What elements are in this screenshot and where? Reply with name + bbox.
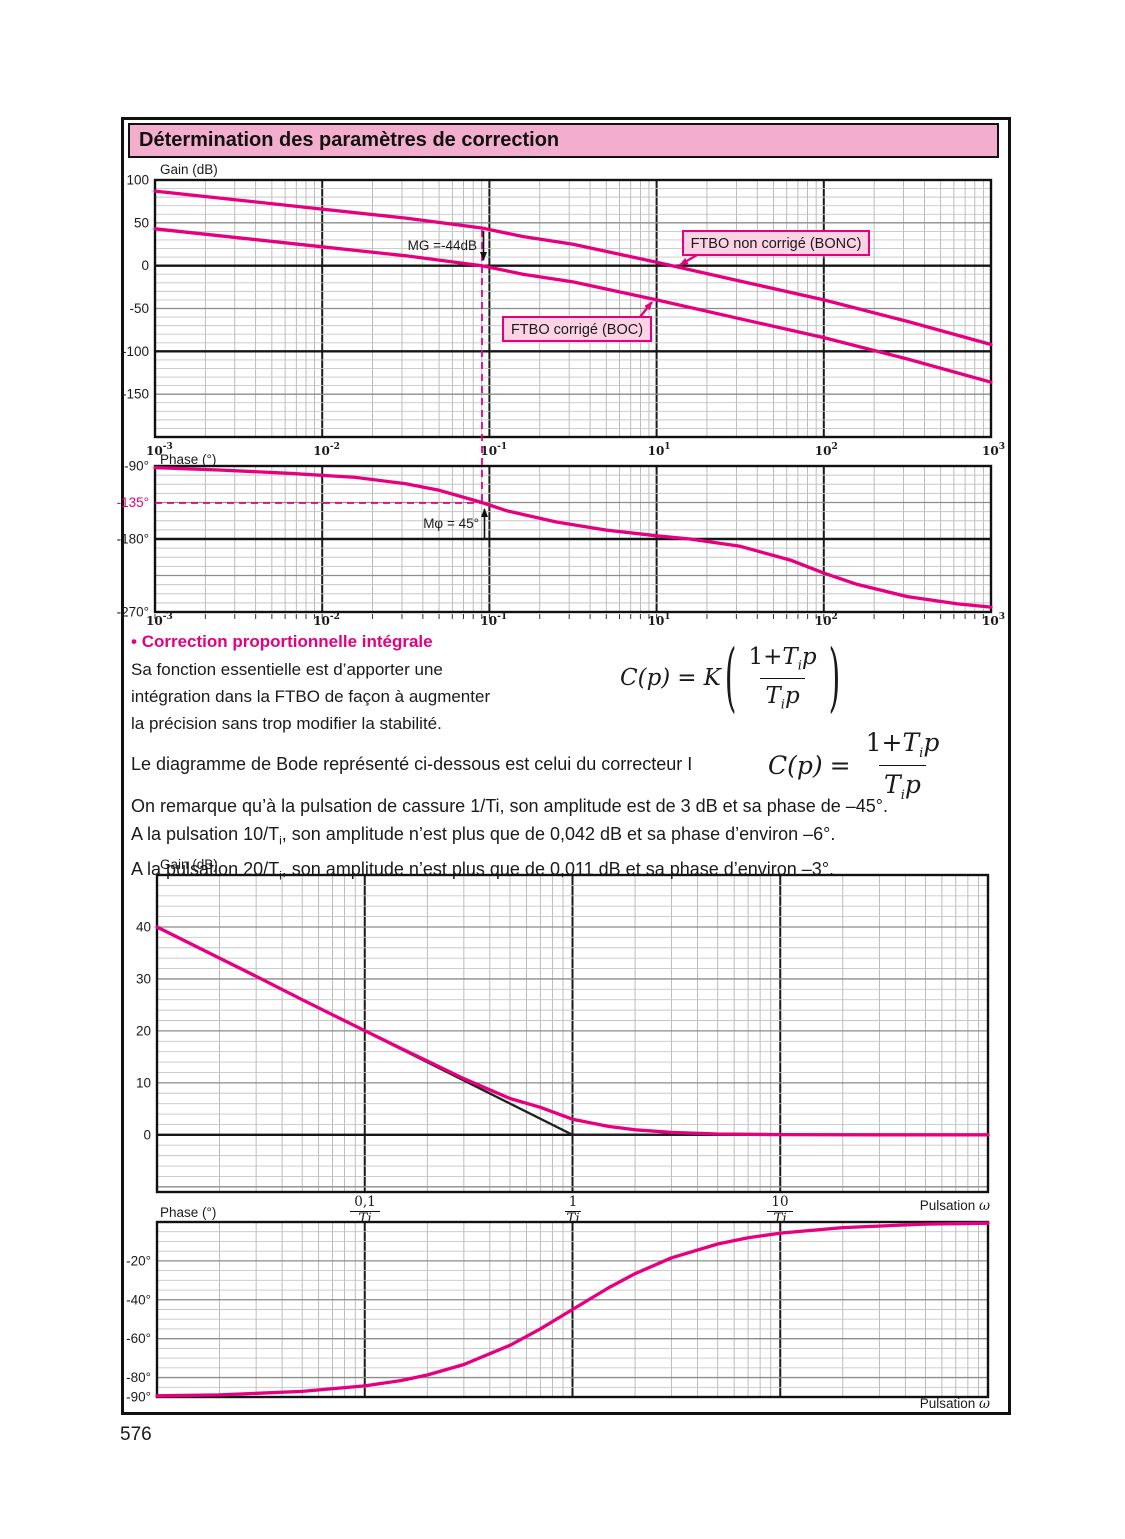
close-paren: ) — [828, 634, 841, 722]
svg-text:-180°: -180° — [117, 532, 149, 547]
curve-phase-correcteur-pi — [155, 1221, 990, 1398]
svg-text:10-1: 10-1 — [480, 442, 507, 458]
svg-text:-50: -50 — [129, 301, 149, 316]
svg-text:100: 100 — [126, 173, 149, 188]
body-line: On remarque qu’à la pulsation de cassure… — [131, 796, 888, 816]
svg-text:-90°: -90° — [124, 459, 149, 474]
svg-text:101: 101 — [648, 612, 671, 628]
boc-label-box — [502, 316, 652, 342]
svg-text:-40°: -40° — [126, 1292, 151, 1307]
curve-ftbo-phase — [153, 465, 993, 609]
svg-text:30: 30 — [136, 971, 151, 986]
svg-text:10-3: 10-3 — [146, 612, 173, 628]
formula-pi-corrector: C(p) = K ( 1+Tip Tip ) — [620, 634, 841, 722]
svg-text:-100: -100 — [122, 344, 149, 359]
omega-symbol: ω — [978, 1198, 990, 1214]
svg-text:-135°: -135° — [117, 495, 149, 510]
svg-text:10: 10 — [136, 1075, 151, 1090]
svg-text:-150: -150 — [122, 387, 149, 402]
xtick-1-over-Ti: 1 Ti — [564, 1194, 582, 1227]
svg-text:0: 0 — [141, 258, 149, 273]
pi-section-heading: • Correction proportionnelle intégrale — [131, 632, 433, 651]
bode-intro-line: Le diagramme de Bode représenté ci-desso… — [131, 754, 693, 774]
svg-text:0: 0 — [143, 1127, 151, 1142]
gain2-axis-title: Gain (dB) — [160, 857, 218, 872]
svg-text:10-3: 10-3 — [146, 442, 173, 458]
fraction: 1+Tip Tip — [748, 644, 817, 713]
svg-text:40: 40 — [136, 919, 151, 934]
curve-ftbo-corrig-boc- — [153, 227, 993, 384]
open-paren: ( — [724, 634, 737, 722]
remarks-paragraph: On remarque qu’à la pulsation de cassure… — [131, 792, 888, 889]
curve-gain-correcteur-pi — [155, 925, 990, 1137]
svg-text:10-1: 10-1 — [480, 612, 507, 628]
svg-text:103: 103 — [982, 442, 1005, 458]
page-border — [121, 117, 1011, 1415]
page-number: 576 — [120, 1424, 152, 1445]
body-line: intégration dans la FTBO de façon à augm… — [131, 687, 491, 706]
phase1-axis-title: Phase (°) — [160, 452, 217, 467]
svg-text:20: 20 — [136, 1023, 151, 1038]
svg-text:102: 102 — [815, 442, 838, 458]
page-title: Détermination des paramètres de correcti… — [128, 123, 999, 158]
fraction: 1+Tip Tip — [865, 728, 940, 803]
pi-section-paragraph: Sa fonction essentielle est d’apporter u… — [131, 656, 490, 737]
bonc-label-box — [682, 230, 870, 256]
body-line: A la pulsation 20/Ti, son amplitude n’es… — [131, 858, 835, 883]
svg-text:10-2: 10-2 — [313, 612, 340, 628]
svg-text:101: 101 — [648, 442, 671, 458]
svg-text:MG =-44dB: MG =-44dB — [408, 238, 477, 253]
omega-symbol: ω — [978, 1396, 990, 1412]
svg-text:FTBO non corrigé (BONC): FTBO non corrigé (BONC) — [691, 236, 862, 252]
curve-ftbo-non-corrig-bonc- — [153, 189, 993, 347]
svg-text:103: 103 — [982, 612, 1005, 628]
svg-text:50: 50 — [134, 215, 149, 230]
body-line: A la pulsation 10/Ti, son amplitude n’es… — [131, 824, 836, 848]
xtick-0p1-over-Ti: 0,1 Ti — [343, 1195, 387, 1227]
pulsation-label-phase2: Pulsation ω — [919, 1396, 990, 1412]
bullet-icon: • — [131, 632, 137, 651]
svg-text:10-2: 10-2 — [313, 442, 340, 458]
formula-i-corrector: C(p) = 1+Tip Tip — [768, 728, 947, 803]
gain1-axis-title: Gain (dB) — [160, 162, 218, 177]
body-line: Sa fonction essentielle est d’apporter u… — [131, 660, 443, 679]
svg-text:-90°: -90° — [126, 1390, 151, 1405]
svg-text:-60°: -60° — [126, 1331, 151, 1346]
body-line: la précision sans trop modifier la stabi… — [131, 714, 442, 733]
xtick-10-over-Ti: 10 Ti — [758, 1195, 802, 1227]
svg-text:-80°: -80° — [126, 1370, 151, 1385]
svg-text:FTBO corrigé (BOC): FTBO corrigé (BOC) — [511, 322, 643, 338]
svg-text:-270°: -270° — [117, 605, 149, 620]
svg-text:Mφ = 45°: Mφ = 45° — [423, 516, 479, 531]
svg-text:102: 102 — [815, 612, 838, 628]
svg-text:-20°: -20° — [126, 1253, 151, 1268]
pulsation-label-gain2: Pulsation ω — [919, 1198, 990, 1214]
phase2-axis-title: Phase (°) — [160, 1205, 217, 1220]
